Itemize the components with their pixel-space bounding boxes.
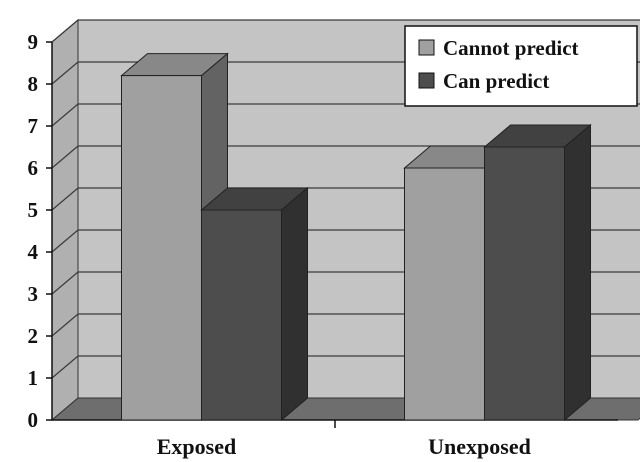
legend-box [404, 25, 638, 107]
legend-label: Cannot predict [443, 36, 579, 60]
y-tick-label: 7 [28, 114, 39, 138]
y-tick-labels: 0 1 2 3 4 5 6 7 8 9 [28, 30, 39, 432]
legend-swatch [418, 39, 435, 56]
y-tick-label: 2 [28, 324, 39, 348]
bar-can-predict-unexposed [483, 123, 592, 422]
legend-label: Can predict [443, 69, 549, 93]
bars [120, 52, 592, 422]
y-tick-label: 5 [28, 198, 39, 222]
bar-can-predict-exposed [200, 186, 309, 422]
y-tick-label: 9 [28, 30, 39, 54]
x-category-label: Unexposed [428, 434, 531, 459]
y-tick-label: 8 [28, 72, 39, 96]
x-category-label: Exposed [157, 434, 236, 459]
y-tick-label: 1 [28, 366, 39, 390]
y-tick-label: 0 [28, 408, 39, 432]
legend-swatch [418, 72, 435, 89]
y-tick-label: 3 [28, 282, 39, 306]
gridline [51, 19, 640, 43]
y-tick-label: 4 [28, 240, 39, 264]
legend: Cannot predict Can predict [404, 25, 638, 107]
x-category-labels: Exposed Unexposed [157, 434, 531, 459]
y-tick-label: 6 [28, 156, 39, 180]
